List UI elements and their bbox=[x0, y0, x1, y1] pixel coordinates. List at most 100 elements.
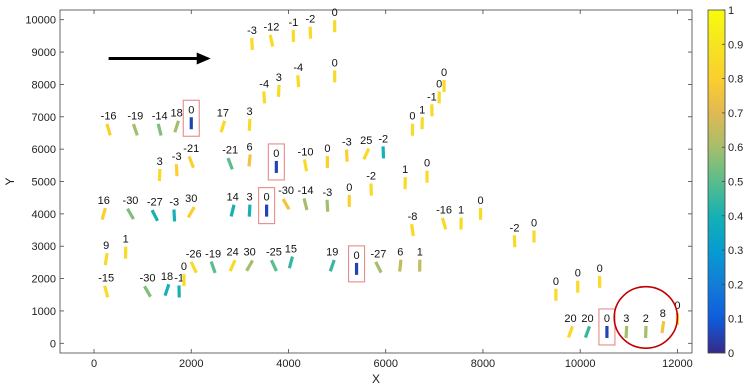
point-marker bbox=[228, 259, 237, 272]
point-label: 0 bbox=[409, 111, 415, 123]
point-marker bbox=[187, 155, 195, 169]
y-tick-label: 3000 bbox=[32, 241, 56, 253]
point-label: 3 bbox=[247, 192, 253, 204]
data-point: 25 bbox=[360, 135, 372, 161]
data-point: -12 bbox=[264, 22, 279, 47]
point-label: 1 bbox=[417, 247, 423, 259]
point-label: 0 bbox=[575, 268, 581, 280]
point-marker bbox=[660, 320, 666, 334]
data-point: -8 bbox=[408, 211, 418, 237]
point-label: 0 bbox=[597, 263, 603, 275]
data-point: -25 bbox=[266, 247, 282, 272]
point-label: -3 bbox=[169, 196, 179, 208]
y-tick-label: 4000 bbox=[32, 209, 56, 221]
data-point: -1 bbox=[174, 273, 184, 298]
point-marker bbox=[624, 325, 629, 339]
colorbar-tick-label: 1 bbox=[728, 5, 734, 17]
point-label: 0 bbox=[604, 313, 610, 325]
point-marker bbox=[410, 223, 415, 237]
point-marker bbox=[143, 285, 152, 298]
point-label: 9 bbox=[103, 240, 109, 252]
data-point: -27 bbox=[147, 196, 163, 222]
point-label: 3 bbox=[157, 156, 163, 168]
data-point: -19 bbox=[127, 111, 143, 136]
point-label: -3 bbox=[322, 187, 332, 199]
point-label: -2 bbox=[305, 14, 315, 26]
point-marker bbox=[103, 252, 109, 266]
point-label: -16 bbox=[101, 111, 117, 123]
point-marker bbox=[229, 204, 236, 217]
data-point: -2 bbox=[366, 171, 376, 196]
data-point: 0 bbox=[324, 143, 330, 169]
data-point: 30 bbox=[243, 247, 256, 272]
point-marker bbox=[362, 147, 371, 161]
data-point: 6 bbox=[247, 141, 253, 167]
point-label: -16 bbox=[436, 205, 452, 217]
data-point: 0 bbox=[258, 187, 276, 225]
point-label: -10 bbox=[298, 146, 314, 158]
data-point: -2 bbox=[378, 133, 388, 159]
point-label: 8 bbox=[660, 308, 666, 320]
data-point: -21 bbox=[222, 145, 238, 170]
data-point: -14 bbox=[298, 185, 313, 211]
point-label: 30 bbox=[243, 247, 255, 259]
point-marker bbox=[302, 197, 309, 211]
data-point: 8 bbox=[660, 308, 666, 334]
data-point: 0 bbox=[332, 57, 338, 83]
y-tick-label: 7000 bbox=[32, 112, 56, 124]
point-marker bbox=[156, 123, 163, 136]
data-point: 2 bbox=[643, 313, 649, 339]
point-marker bbox=[100, 207, 107, 221]
data-point: 0 bbox=[332, 7, 338, 33]
point-label: 6 bbox=[397, 247, 403, 259]
y-tick-label: 10000 bbox=[25, 15, 56, 27]
highlight-box bbox=[348, 245, 366, 283]
colorbar-tick-label: 0.2 bbox=[728, 279, 743, 291]
x-tick-label: 2000 bbox=[179, 358, 203, 370]
point-label: -8 bbox=[408, 211, 418, 223]
point-marker bbox=[302, 159, 309, 172]
point-marker bbox=[296, 75, 301, 88]
data-point: 3 bbox=[623, 313, 629, 339]
data-point: 0 bbox=[477, 195, 484, 220]
point-label: -27 bbox=[370, 248, 386, 260]
data-point: -2 bbox=[305, 14, 315, 39]
point-marker bbox=[131, 123, 139, 136]
point-marker bbox=[281, 198, 291, 211]
data-point: 30 bbox=[185, 193, 197, 219]
point-marker bbox=[247, 154, 252, 167]
point-label: -1 bbox=[288, 17, 298, 29]
point-marker bbox=[245, 259, 254, 272]
annotations bbox=[108, 52, 679, 349]
data-point: -19 bbox=[205, 248, 221, 274]
point-label: -2 bbox=[510, 222, 520, 234]
point-label: 17 bbox=[217, 107, 229, 119]
y-tick-label: 6000 bbox=[32, 144, 56, 156]
point-label: -15 bbox=[98, 273, 114, 285]
colorbar-tick-label: 0.6 bbox=[728, 142, 743, 154]
point-label: 0 bbox=[188, 104, 194, 116]
x-tick-label: 12000 bbox=[662, 358, 693, 370]
data-point: 19 bbox=[326, 247, 338, 272]
point-marker bbox=[157, 168, 162, 182]
point-label: 18 bbox=[171, 107, 183, 119]
point-label: 0 bbox=[441, 67, 447, 79]
data-point: 20 bbox=[581, 313, 594, 339]
point-label: 20 bbox=[581, 313, 593, 325]
colorbar: 0 0.1 0.2 0.3 0.4 0.5 0.6 0.7 0.8 0.9 1 bbox=[707, 5, 743, 360]
point-marker bbox=[174, 164, 179, 177]
point-marker bbox=[287, 256, 295, 269]
point-label: -4 bbox=[293, 62, 303, 74]
point-label: -2 bbox=[378, 133, 388, 145]
data-point: 0 bbox=[348, 245, 366, 283]
point-label: 0 bbox=[324, 143, 330, 155]
point-label: -25 bbox=[266, 247, 282, 259]
data-point: 0 bbox=[424, 158, 430, 183]
data-point: -30 bbox=[140, 273, 155, 298]
point-label: -30 bbox=[278, 185, 294, 197]
highlight-circle bbox=[613, 285, 679, 349]
point-marker bbox=[269, 259, 278, 272]
point-marker bbox=[583, 325, 592, 339]
data-point: 0 bbox=[181, 261, 187, 287]
data-point: 20 bbox=[564, 313, 577, 339]
